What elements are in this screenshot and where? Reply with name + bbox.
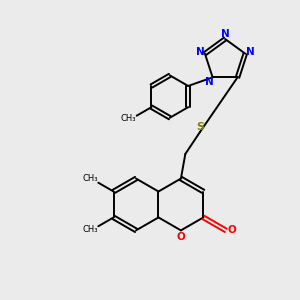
Text: O: O xyxy=(176,232,185,242)
Text: N: N xyxy=(246,47,255,57)
Text: N: N xyxy=(221,29,230,39)
Text: N: N xyxy=(205,76,214,87)
Text: CH₃: CH₃ xyxy=(82,174,98,183)
Text: CH₃: CH₃ xyxy=(82,225,98,234)
Text: S: S xyxy=(196,122,204,132)
Text: O: O xyxy=(228,225,237,236)
Text: N: N xyxy=(196,47,204,57)
Text: CH₃: CH₃ xyxy=(121,114,136,123)
